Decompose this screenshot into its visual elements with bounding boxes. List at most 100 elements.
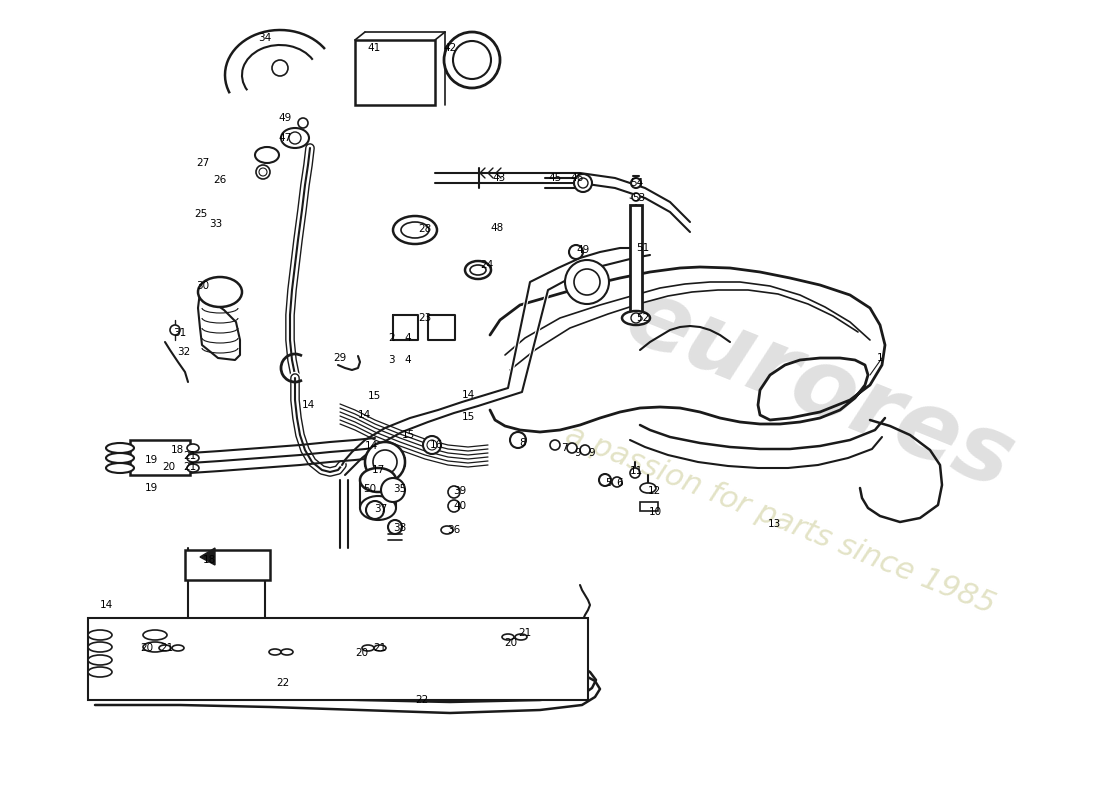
Ellipse shape (441, 526, 453, 534)
Ellipse shape (465, 261, 491, 279)
Ellipse shape (88, 642, 112, 652)
Circle shape (600, 474, 610, 486)
Circle shape (569, 245, 583, 259)
Text: 31: 31 (173, 328, 186, 338)
Text: eurores: eurores (613, 270, 1027, 510)
Circle shape (574, 174, 592, 192)
Text: 20: 20 (162, 462, 175, 472)
Text: 24: 24 (480, 260, 493, 270)
Circle shape (272, 60, 288, 76)
Text: 26: 26 (213, 175, 227, 185)
Text: 21: 21 (518, 628, 531, 638)
Text: 9: 9 (574, 448, 581, 458)
Circle shape (510, 432, 526, 448)
Text: 6: 6 (616, 478, 623, 488)
Ellipse shape (106, 463, 134, 473)
Circle shape (566, 443, 578, 453)
Text: 4: 4 (404, 333, 410, 343)
Text: 32: 32 (177, 347, 190, 357)
Text: 17: 17 (372, 465, 385, 475)
Circle shape (258, 168, 267, 176)
Text: 28: 28 (418, 224, 431, 234)
Bar (88, 618, 588, 700)
Text: 15: 15 (368, 391, 382, 401)
Text: 16: 16 (430, 440, 443, 450)
Text: 15: 15 (462, 412, 475, 422)
Circle shape (631, 178, 641, 188)
Text: 19: 19 (145, 455, 158, 465)
Circle shape (631, 313, 641, 323)
Text: 52: 52 (636, 313, 649, 323)
Text: 47: 47 (278, 133, 292, 143)
Text: 46: 46 (570, 173, 583, 183)
Text: 15: 15 (402, 430, 416, 440)
Ellipse shape (88, 630, 112, 640)
Text: 9: 9 (588, 448, 595, 458)
Text: 33: 33 (209, 219, 222, 229)
Text: 43: 43 (492, 173, 505, 183)
Ellipse shape (172, 645, 184, 651)
Text: 10: 10 (649, 507, 662, 517)
Bar (355, 40, 434, 105)
Text: 19: 19 (145, 483, 158, 493)
Ellipse shape (640, 483, 656, 493)
Circle shape (170, 325, 180, 335)
Ellipse shape (88, 655, 112, 665)
Text: 45: 45 (548, 173, 561, 183)
Circle shape (565, 260, 609, 304)
Text: 12: 12 (648, 486, 661, 496)
Text: 1: 1 (877, 353, 883, 363)
Circle shape (365, 442, 405, 482)
Ellipse shape (106, 443, 134, 453)
Text: 4: 4 (404, 355, 410, 365)
Circle shape (612, 477, 621, 487)
Circle shape (424, 436, 441, 454)
Bar (130, 440, 190, 475)
Ellipse shape (362, 645, 374, 651)
Circle shape (453, 41, 491, 79)
Text: a passion for parts since 1985: a passion for parts since 1985 (561, 420, 999, 620)
Bar (185, 550, 270, 580)
Text: 22: 22 (276, 678, 289, 688)
Circle shape (448, 486, 460, 498)
Ellipse shape (402, 222, 429, 238)
Text: 18: 18 (170, 445, 185, 455)
Text: 27: 27 (196, 158, 209, 168)
Text: 14: 14 (365, 441, 378, 451)
Text: 25: 25 (194, 209, 207, 219)
Text: 41: 41 (367, 43, 381, 53)
Ellipse shape (515, 634, 527, 640)
Text: 22: 22 (415, 695, 428, 705)
Ellipse shape (393, 216, 437, 244)
Circle shape (289, 132, 301, 144)
Bar (640, 502, 658, 511)
Ellipse shape (187, 444, 199, 452)
Text: 39: 39 (453, 486, 466, 496)
Circle shape (381, 478, 405, 502)
Circle shape (632, 193, 640, 201)
Text: 29: 29 (333, 353, 346, 363)
Polygon shape (200, 548, 214, 565)
Circle shape (427, 440, 437, 450)
Circle shape (256, 165, 270, 179)
Text: 23: 23 (418, 313, 431, 323)
Text: 20: 20 (504, 638, 517, 648)
Circle shape (578, 178, 588, 188)
Ellipse shape (143, 642, 167, 652)
Text: 2: 2 (388, 333, 395, 343)
Ellipse shape (187, 454, 199, 462)
Text: 13: 13 (768, 519, 781, 529)
Text: 21: 21 (183, 462, 196, 472)
Ellipse shape (187, 464, 199, 472)
Text: 49: 49 (278, 113, 292, 123)
Text: 36: 36 (447, 525, 460, 535)
Ellipse shape (280, 128, 309, 148)
Text: 3: 3 (388, 355, 395, 365)
Text: 53: 53 (632, 193, 646, 203)
Text: 35: 35 (393, 484, 406, 494)
Ellipse shape (198, 277, 242, 307)
Text: 34: 34 (258, 33, 272, 43)
Text: 20: 20 (355, 648, 368, 658)
Text: 18: 18 (204, 555, 217, 565)
Circle shape (388, 520, 401, 534)
